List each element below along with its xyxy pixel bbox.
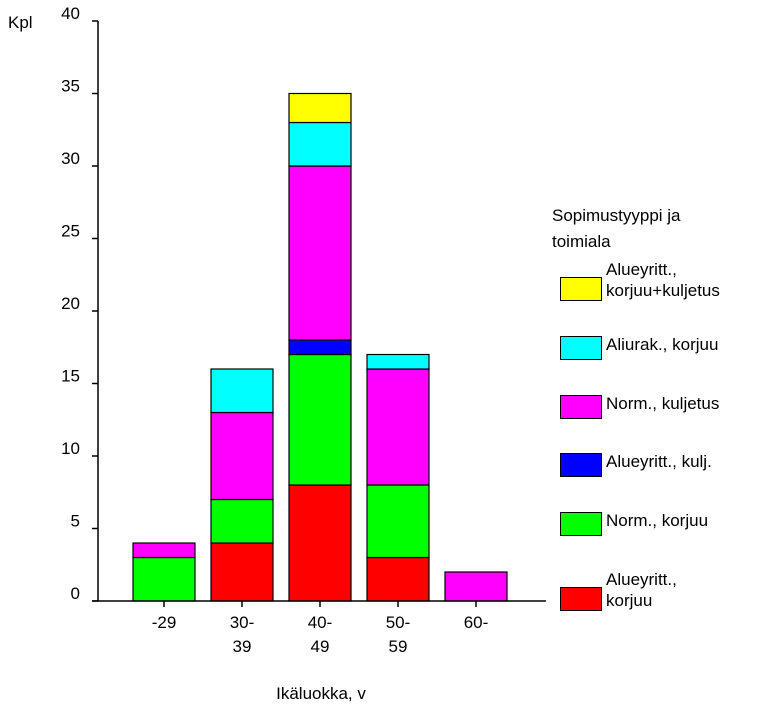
- bar-segment: [132, 542, 196, 559]
- bar-segment: [210, 368, 274, 414]
- bar-segment: [288, 339, 352, 356]
- bar-segment: [210, 411, 274, 501]
- y-tick-label: 5: [71, 512, 80, 531]
- legend-swatch: [560, 336, 602, 360]
- bar-segment: [210, 542, 274, 602]
- bar-segment: [288, 353, 352, 486]
- legend-swatch: [560, 512, 602, 536]
- y-tick-label: 10: [61, 439, 80, 458]
- bar-segment: [288, 484, 352, 602]
- legend-swatch: [560, 395, 602, 419]
- x-tick-label: 49: [311, 637, 330, 656]
- x-tick-label: -29: [152, 613, 177, 632]
- legend-label: Norm., kuljetus: [606, 394, 720, 413]
- x-tick-label: 30-: [230, 613, 255, 632]
- legend-label: Aliurak., korjuu: [606, 335, 719, 354]
- x-tick-label: 59: [389, 637, 408, 656]
- legend-label: Alueyritt., kulj.: [606, 452, 712, 471]
- y-tick-label: 40: [61, 4, 80, 23]
- bar-segment: [366, 484, 430, 559]
- legend-title-line-2: toimiala: [552, 232, 611, 251]
- legend-swatch: [560, 587, 602, 611]
- x-axis-label: Ikäluokka, v: [276, 684, 366, 703]
- x-axis-ticks: -29 30- 39 40- 49 50- 59 60-: [152, 601, 489, 656]
- bar-segment: [210, 498, 274, 544]
- bar-segment: [366, 556, 430, 602]
- bar-segment: [132, 556, 196, 602]
- bar-segment: [366, 353, 430, 370]
- y-tick-label: 15: [61, 367, 80, 386]
- bar-segment: [288, 92, 352, 124]
- bar-segment: [288, 165, 352, 341]
- y-tick-label: 0: [71, 584, 80, 603]
- y-tick-label: 35: [61, 77, 80, 96]
- bars: [132, 92, 508, 602]
- legend-swatch: [560, 453, 602, 477]
- bar-segment: [288, 121, 352, 167]
- bar-segment: [366, 368, 430, 486]
- y-tick-label: 25: [61, 222, 80, 241]
- y-tick-label: 20: [61, 294, 80, 313]
- y-axis-ticks: 0 5 10 15 20 25 30 35 40: [61, 4, 98, 603]
- x-tick-label: 39: [233, 637, 252, 656]
- legend-label: Norm., korjuu: [606, 511, 709, 530]
- y-axis-label: Kpl: [8, 13, 33, 32]
- bar-segment: [444, 571, 508, 602]
- x-tick-label: 50-: [386, 613, 411, 632]
- legend-title: Sopimustyyppi ja toimiala: [552, 203, 752, 255]
- x-tick-label: 60-: [464, 613, 489, 632]
- y-tick-label: 30: [61, 149, 80, 168]
- legend-label: Alueyritt., korjuu: [606, 570, 677, 610]
- x-tick-label: 40-: [308, 613, 333, 632]
- legend-swatch: [560, 277, 602, 301]
- legend-title-line-1: Sopimustyyppi ja: [552, 206, 681, 225]
- legend-label: Alueyritt., korjuu+kuljetus: [606, 260, 720, 300]
